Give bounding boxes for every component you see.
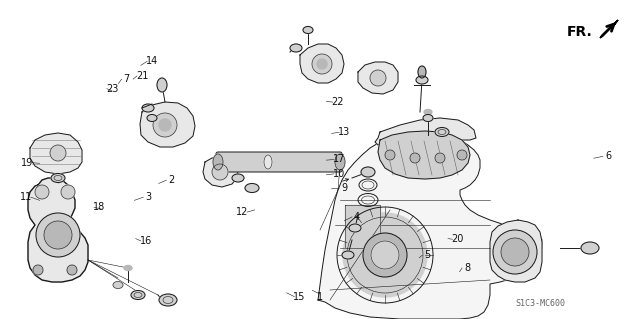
Polygon shape [203,157,238,187]
Ellipse shape [349,224,361,232]
Circle shape [61,185,75,199]
Ellipse shape [113,281,123,288]
Text: 17: 17 [333,154,346,165]
Circle shape [35,185,49,199]
Polygon shape [490,220,542,282]
FancyBboxPatch shape [216,152,342,172]
Text: 20: 20 [451,234,464,244]
Text: 13: 13 [338,127,351,137]
Polygon shape [300,44,344,83]
Ellipse shape [213,154,223,170]
Polygon shape [375,118,476,145]
Circle shape [371,241,399,269]
Circle shape [67,265,77,275]
Text: 9: 9 [341,183,348,193]
Text: 19: 19 [20,158,33,168]
Text: 7: 7 [124,74,130,84]
Ellipse shape [264,155,272,169]
Circle shape [50,145,66,161]
Circle shape [457,150,467,160]
Ellipse shape [581,242,599,254]
Polygon shape [358,62,398,94]
Text: 1: 1 [317,292,323,302]
Circle shape [33,265,43,275]
Text: 11: 11 [19,192,32,202]
Polygon shape [600,20,618,38]
Text: 3: 3 [145,192,152,202]
Text: 21: 21 [136,71,148,81]
Ellipse shape [361,167,375,177]
Polygon shape [318,132,542,319]
Ellipse shape [418,66,426,78]
Ellipse shape [342,251,354,259]
Ellipse shape [159,294,177,306]
Ellipse shape [245,183,259,192]
Circle shape [385,150,395,160]
Circle shape [363,233,407,277]
Text: 16: 16 [140,236,152,246]
Text: FR.: FR. [567,25,593,39]
Ellipse shape [131,291,145,300]
Circle shape [435,153,445,163]
Circle shape [501,238,529,266]
Text: 14: 14 [146,56,159,66]
Text: 22: 22 [332,97,344,107]
Circle shape [153,113,177,137]
Ellipse shape [303,26,313,33]
Text: 12: 12 [236,207,248,217]
Circle shape [343,213,427,297]
Text: 15: 15 [293,292,306,302]
Ellipse shape [424,109,432,115]
Text: 4: 4 [354,212,360,222]
Text: 2: 2 [168,175,175,185]
Circle shape [312,54,332,74]
Circle shape [370,70,386,86]
Circle shape [410,153,420,163]
Circle shape [36,213,80,257]
Circle shape [44,221,72,249]
Ellipse shape [232,174,244,182]
Polygon shape [345,205,380,248]
Text: 18: 18 [93,202,106,212]
Polygon shape [30,133,82,174]
Text: 23: 23 [106,84,118,94]
Text: 6: 6 [605,151,611,161]
Ellipse shape [435,128,449,137]
Text: S1C3-MC600: S1C3-MC600 [515,299,565,308]
Polygon shape [140,102,195,147]
Ellipse shape [423,115,433,122]
Circle shape [317,59,327,69]
Polygon shape [28,178,88,282]
Ellipse shape [335,154,345,170]
Circle shape [159,119,171,131]
Text: 5: 5 [424,250,431,260]
Ellipse shape [142,104,154,112]
Ellipse shape [124,265,132,271]
Polygon shape [378,131,470,179]
Ellipse shape [147,115,157,122]
Ellipse shape [157,78,167,92]
Circle shape [212,164,228,180]
Ellipse shape [51,174,65,182]
Ellipse shape [416,76,428,84]
Text: 10: 10 [333,169,346,179]
Text: 8: 8 [464,263,470,273]
Circle shape [493,230,537,274]
Ellipse shape [290,44,302,52]
